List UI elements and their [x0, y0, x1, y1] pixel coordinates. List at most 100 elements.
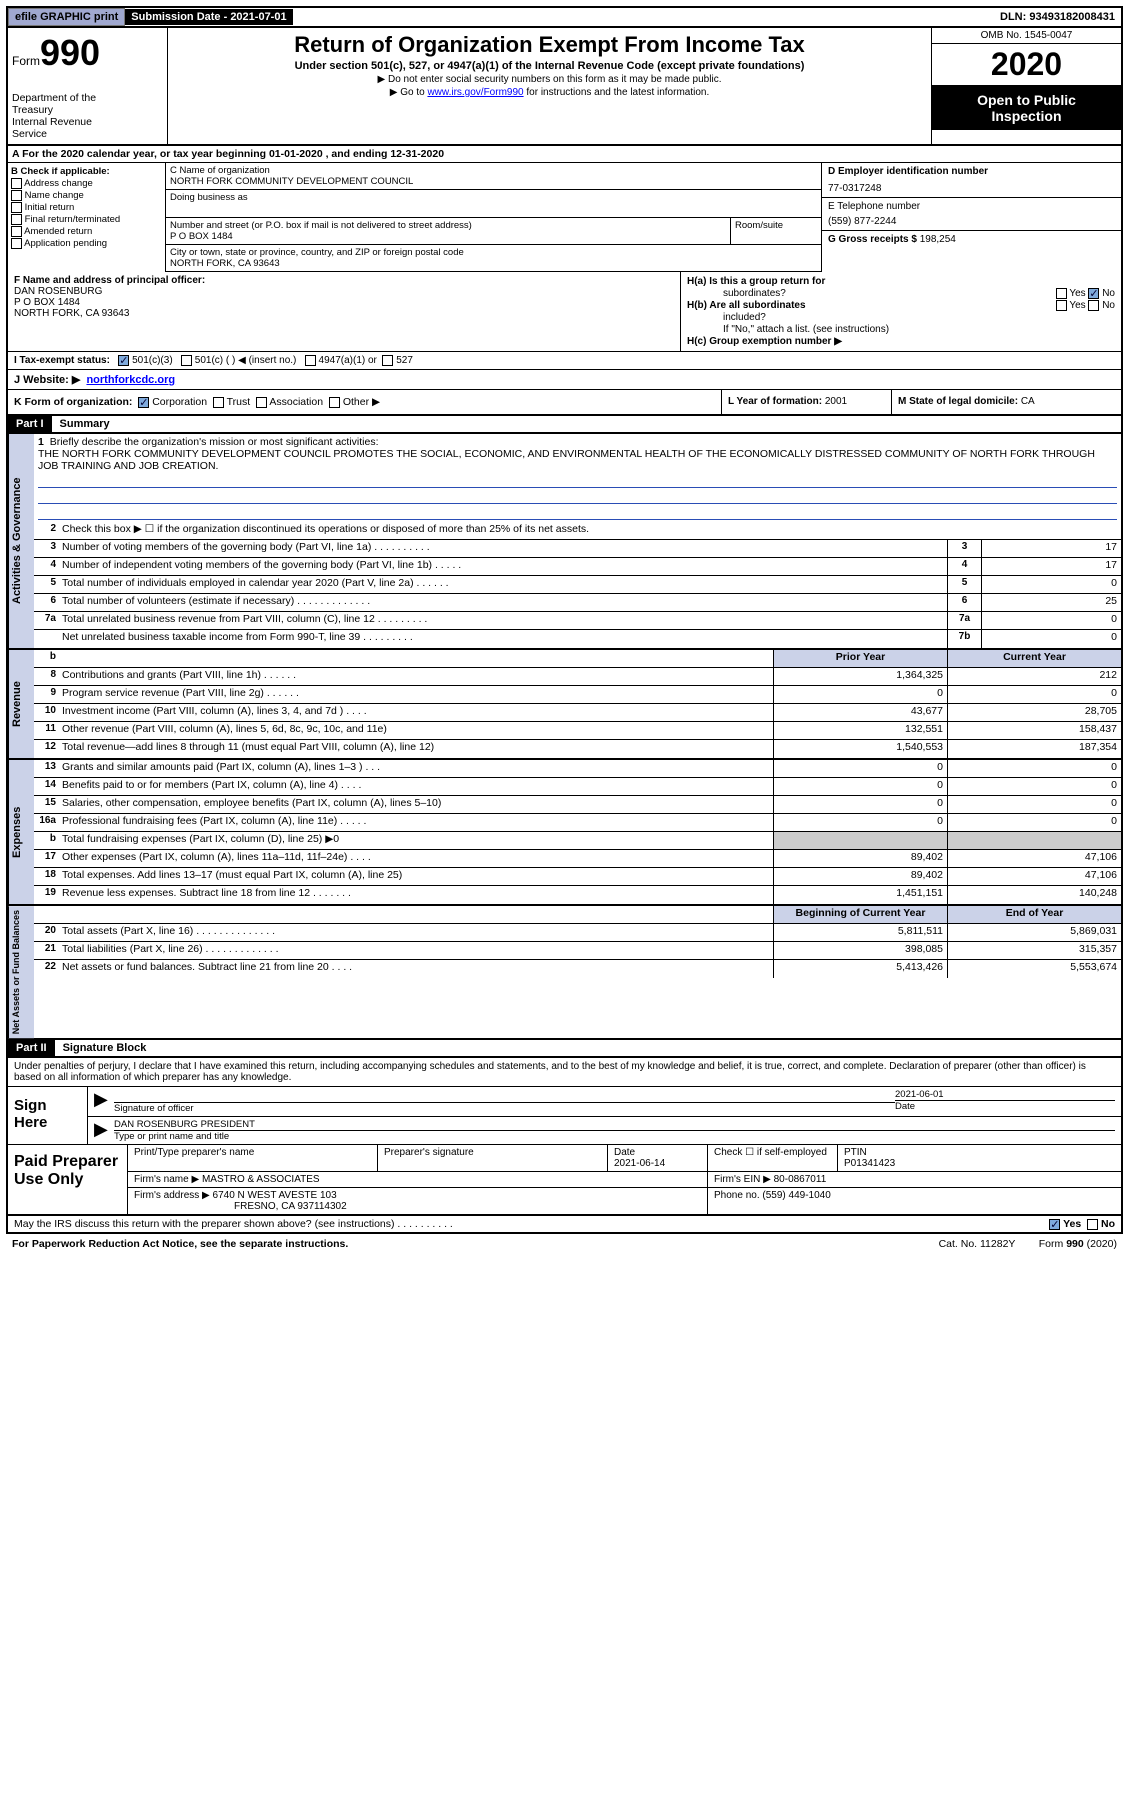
gross-label: G Gross receipts $ [828, 234, 920, 245]
org-name: NORTH FORK COMMUNITY DEVELOPMENT COUNCIL [170, 176, 817, 187]
prep-self-emp: Check ☐ if self-employed [708, 1145, 838, 1171]
line-num: 15 [34, 796, 60, 813]
mission-text: THE NORTH FORK COMMUNITY DEVELOPMENT COU… [38, 448, 1117, 472]
chk-4947[interactable] [305, 355, 316, 366]
line-num: 3 [34, 540, 60, 557]
hb-label2: included? [723, 312, 1115, 323]
hb-yes-chk[interactable] [1056, 300, 1067, 311]
line-desc: Net unrelated business taxable income fr… [60, 630, 947, 648]
table-row: 6 Total number of volunteers (estimate i… [34, 594, 1121, 612]
cell-num: 7a [947, 612, 981, 629]
submission-date: Submission Date - 2021-07-01 [125, 9, 292, 25]
firm-ein-label: Firm's EIN ▶ [714, 1174, 771, 1185]
chk-other[interactable] [329, 397, 340, 408]
note-2-pre: ▶ Go to [390, 87, 428, 98]
table-row: 11 Other revenue (Part VIII, column (A),… [34, 722, 1121, 740]
firm-name-label: Firm's name ▶ [134, 1174, 199, 1185]
prep-name-hdr: Print/Type preparer's name [128, 1145, 378, 1171]
ha-no-chk[interactable] [1088, 288, 1099, 299]
cell-val: 17 [981, 540, 1121, 557]
line-desc: Salaries, other compensation, employee b… [60, 796, 773, 813]
cell-val: 0 [981, 612, 1121, 629]
chk-527[interactable] [382, 355, 393, 366]
chk-app-pending[interactable]: Application pending [11, 238, 162, 249]
firm-ein: 80-0867011 [774, 1174, 827, 1185]
line-desc: Total revenue—add lines 8 through 11 (mu… [60, 740, 773, 758]
chk-address-change[interactable]: Address change [11, 178, 162, 189]
line-desc: Other expenses (Part IX, column (A), lin… [60, 850, 773, 867]
footer-mid: Cat. No. 11282Y [939, 1238, 1016, 1250]
table-row: 10 Investment income (Part VIII, column … [34, 704, 1121, 722]
table-row: 16a Professional fundraising fees (Part … [34, 814, 1121, 832]
prior-val [773, 832, 947, 849]
sign-here-label: Sign Here [8, 1087, 88, 1144]
begin-year-hdr: Beginning of Current Year [773, 906, 947, 923]
line-desc: Grants and similar amounts paid (Part IX… [60, 760, 773, 777]
mission-label: Briefly describe the organization's miss… [50, 436, 379, 448]
chk-501c3[interactable] [118, 355, 129, 366]
sig-declaration: Under penalties of perjury, I declare th… [8, 1058, 1121, 1087]
efile-button[interactable]: efile GRAPHIC print [8, 8, 125, 26]
discuss-yes-chk[interactable] [1049, 1219, 1060, 1230]
line-num: 12 [34, 740, 60, 758]
current-val: 5,553,674 [947, 960, 1121, 978]
chk-amended[interactable]: Amended return [11, 226, 162, 237]
irs-link[interactable]: www.irs.gov/Form990 [427, 87, 523, 98]
cell-val: 0 [981, 630, 1121, 648]
line-num: 22 [34, 960, 60, 978]
line-num: 16a [34, 814, 60, 831]
hb-no-chk[interactable] [1088, 300, 1099, 311]
discuss-no-chk[interactable] [1087, 1219, 1098, 1230]
ha-yes-chk[interactable] [1056, 288, 1067, 299]
current-val: 187,354 [947, 740, 1121, 758]
line-num: 2 [34, 522, 60, 539]
table-row: 4 Number of independent voting members o… [34, 558, 1121, 576]
form-subtitle: Under section 501(c), 527, or 4947(a)(1)… [172, 60, 927, 72]
prior-val: 132,551 [773, 722, 947, 739]
part1-title: Summary [52, 416, 118, 432]
line-num: 20 [34, 924, 60, 941]
line-desc: Total unrelated business revenue from Pa… [60, 612, 947, 629]
b-marker: b [34, 650, 60, 667]
line-desc: Total fundraising expenses (Part IX, col… [60, 832, 773, 849]
chk-501c[interactable] [181, 355, 192, 366]
website-link[interactable]: northforkcdc.org [86, 374, 175, 386]
gross-value: 198,254 [920, 234, 956, 245]
chk-final-return[interactable]: Final return/terminated [11, 214, 162, 225]
current-year-hdr: Current Year [947, 650, 1121, 667]
prior-val: 5,811,511 [773, 924, 947, 941]
city-label: City or town, state or province, country… [170, 247, 817, 258]
dln-value: DLN: 93493182008431 [994, 9, 1121, 25]
prior-val: 89,402 [773, 850, 947, 867]
chk-name-change[interactable]: Name change [11, 190, 162, 201]
prior-val: 0 [773, 778, 947, 795]
officer-label: F Name and address of principal officer: [14, 275, 205, 286]
line-num: 17 [34, 850, 60, 867]
line-num: 4 [34, 558, 60, 575]
table-row: 18 Total expenses. Add lines 13–17 (must… [34, 868, 1121, 886]
tax-year: 2020 [932, 44, 1121, 86]
chk-trust[interactable] [213, 397, 224, 408]
chk-corp[interactable] [138, 397, 149, 408]
open-public-1: Open to Public [936, 92, 1117, 108]
phone-value: (559) 877-2244 [828, 216, 1115, 227]
chk-initial-return[interactable]: Initial return [11, 202, 162, 213]
cell-val: 25 [981, 594, 1121, 611]
line-desc: Investment income (Part VIII, column (A)… [60, 704, 773, 721]
officer-name: DAN ROSENBURG [14, 286, 674, 297]
line-num: 8 [34, 668, 60, 685]
prep-date: 2021-06-14 [614, 1158, 701, 1169]
line-num: 7a [34, 612, 60, 629]
line-desc: Total assets (Part X, line 16) . . . . .… [60, 924, 773, 941]
part1-num: Part I [8, 416, 52, 432]
cell-val: 17 [981, 558, 1121, 575]
line-num: 18 [34, 868, 60, 885]
chk-assoc[interactable] [256, 397, 267, 408]
line-desc: Number of independent voting members of … [60, 558, 947, 575]
part2-num: Part II [8, 1040, 55, 1056]
officer-addr2: NORTH FORK, CA 93643 [14, 308, 674, 319]
table-row: 17 Other expenses (Part IX, column (A), … [34, 850, 1121, 868]
side-expenses: Expenses [8, 760, 34, 904]
firm-phone-label: Phone no. [714, 1190, 760, 1201]
current-val: 0 [947, 686, 1121, 703]
